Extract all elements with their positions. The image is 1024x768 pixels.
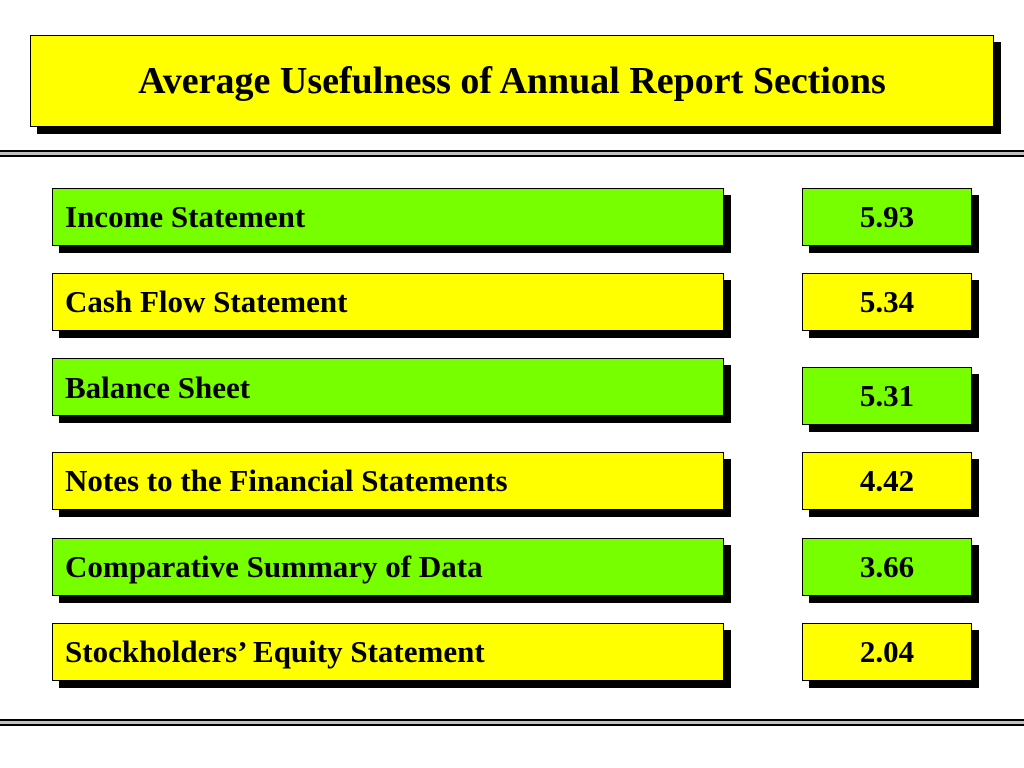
top-divider (0, 150, 1024, 157)
row-value-box-notes: 4.42 (802, 452, 972, 510)
row-value: 5.34 (859, 284, 915, 319)
row-value-box-income-statement: 5.93 (802, 188, 972, 246)
row-label: Stockholders’ Equity Statement (65, 634, 485, 669)
row-value: 3.66 (859, 549, 915, 584)
bottom-divider (0, 719, 1024, 726)
row-label-box-cash-flow-statement: Cash Flow Statement (52, 273, 724, 331)
row-value: 5.93 (859, 199, 915, 234)
row-value-box-cash-flow-statement: 5.34 (802, 273, 972, 331)
row-label: Comparative Summary of Data (65, 549, 483, 584)
row-label-box-balance-sheet: Balance Sheet (52, 358, 724, 416)
row-label: Cash Flow Statement (65, 284, 348, 319)
row-value: 5.31 (859, 378, 915, 413)
row-label-box-comparative-summary: Comparative Summary of Data (52, 538, 724, 596)
row-value: 4.42 (859, 463, 915, 498)
slide-title: Average Usefulness of Annual Report Sect… (138, 60, 886, 102)
row-value: 2.04 (859, 634, 915, 669)
row-value-box-comparative-summary: 3.66 (802, 538, 972, 596)
row-value-box-stockholders-equity: 2.04 (802, 623, 972, 681)
row-value-box-balance-sheet: 5.31 (802, 367, 972, 425)
row-label-box-notes: Notes to the Financial Statements (52, 452, 724, 510)
row-label: Balance Sheet (65, 370, 251, 405)
row-label: Notes to the Financial Statements (65, 463, 508, 498)
row-label: Income Statement (65, 199, 306, 234)
slide-title-box: Average Usefulness of Annual Report Sect… (30, 35, 994, 127)
row-label-box-stockholders-equity: Stockholders’ Equity Statement (52, 623, 724, 681)
row-label-box-income-statement: Income Statement (52, 188, 724, 246)
